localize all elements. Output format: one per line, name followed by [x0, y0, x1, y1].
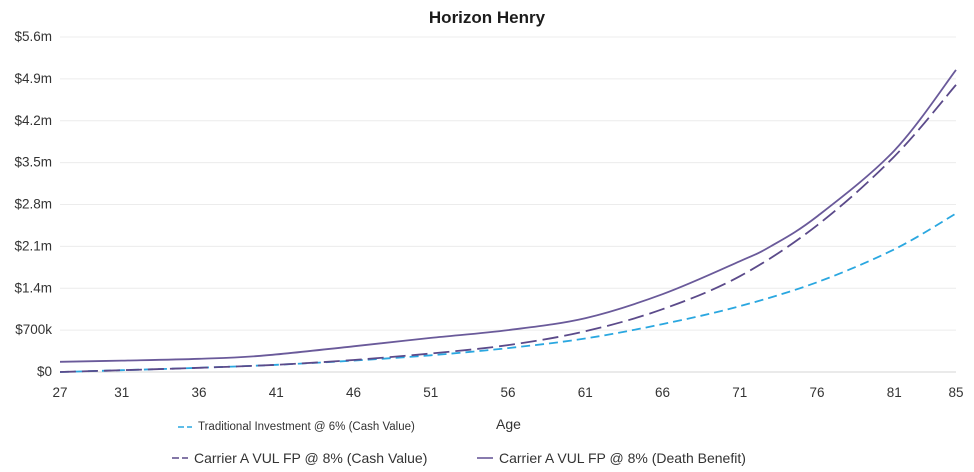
- x-tick-label: 27: [52, 385, 67, 400]
- x-tick-label: 85: [948, 385, 963, 400]
- x-axis-label: Age: [496, 416, 521, 432]
- y-tick-label: $1.4m: [14, 280, 52, 295]
- x-tick-label: 36: [192, 385, 207, 400]
- legend-item-vul-cash[interactable]: Carrier A VUL FP @ 8% (Cash Value): [172, 450, 427, 466]
- y-tick-label: $5.6m: [14, 29, 52, 44]
- series-line-vul-death: [59, 69, 957, 363]
- chart-title: Horizon Henry: [428, 8, 546, 27]
- x-tick-label: 61: [578, 385, 593, 400]
- y-tick-label: $0: [37, 364, 52, 379]
- y-axis-ticks: $0 $700k $1.4m $2.1m $2.8m $3.5m $4.2m $4.9m $5.…: [14, 29, 52, 379]
- x-tick-label: 51: [423, 385, 438, 400]
- x-tick-label: 71: [732, 385, 747, 400]
- x-tick-label: 66: [655, 385, 670, 400]
- x-tick-label: 76: [809, 385, 824, 400]
- series-lines: [59, 69, 957, 373]
- legend-item-traditional[interactable]: Traditional Investment @ 6% (Cash Value): [178, 421, 415, 433]
- x-axis-ticks: 27 31 36 41 46 51 56 61 66 71 76 81 85: [52, 385, 963, 400]
- y-tick-label: $4.2m: [14, 113, 52, 128]
- x-tick-label: 41: [269, 385, 284, 400]
- legend-swatch-dashed-blue: [178, 426, 192, 428]
- legend-swatch-dashed-purple: [172, 457, 188, 459]
- grid-lines: [60, 36, 956, 373]
- y-tick-label: $700k: [15, 322, 52, 337]
- legend-label: Carrier A VUL FP @ 8% (Death Benefit): [499, 450, 746, 466]
- x-tick-label: 81: [887, 385, 902, 400]
- series-line-vul-cash: [59, 84, 957, 373]
- x-tick-label: 46: [346, 385, 361, 400]
- legend-label: Traditional Investment @ 6% (Cash Value): [198, 421, 415, 433]
- y-tick-label: $2.1m: [14, 238, 52, 253]
- y-tick-label: $4.9m: [14, 71, 52, 86]
- legend-label: Carrier A VUL FP @ 8% (Cash Value): [194, 450, 428, 466]
- x-tick-label: 56: [500, 385, 515, 400]
- y-tick-label: $2.8m: [14, 197, 52, 212]
- x-tick-label: 31: [114, 385, 129, 400]
- legend-swatch-solid-purple: [477, 457, 493, 459]
- legend-item-vul-death[interactable]: Carrier A VUL FP @ 8% (Death Benefit): [477, 450, 746, 466]
- y-tick-label: $3.5m: [14, 155, 52, 170]
- series-line-traditional: [59, 212, 957, 373]
